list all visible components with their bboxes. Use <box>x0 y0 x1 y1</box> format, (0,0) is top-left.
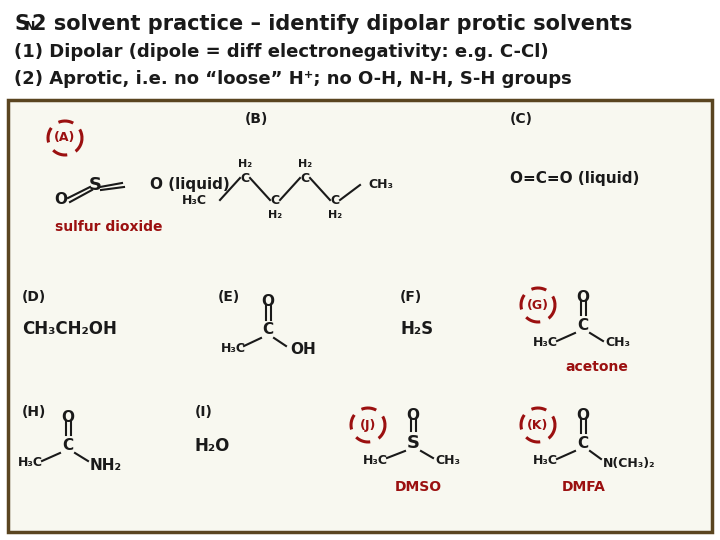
Text: S: S <box>407 434 420 452</box>
Text: H₂: H₂ <box>298 159 312 169</box>
Text: sulfur dioxide: sulfur dioxide <box>55 220 163 234</box>
Text: (B): (B) <box>245 112 269 126</box>
Text: NH₂: NH₂ <box>90 457 122 472</box>
Text: C: C <box>330 193 340 206</box>
Text: O=C=O (liquid): O=C=O (liquid) <box>510 171 639 186</box>
Text: (C): (C) <box>510 112 533 126</box>
Text: (G): (G) <box>527 299 549 312</box>
Text: H₂: H₂ <box>268 210 282 220</box>
Text: CH₃: CH₃ <box>368 179 393 192</box>
Text: DMFA: DMFA <box>562 480 606 494</box>
Text: H₂: H₂ <box>328 210 342 220</box>
Text: O: O <box>55 192 68 207</box>
Text: H₃C: H₃C <box>362 455 387 468</box>
Text: (E): (E) <box>218 290 240 304</box>
Text: acetone: acetone <box>565 360 628 374</box>
Text: H₃C: H₃C <box>182 193 207 206</box>
Text: C: C <box>300 172 310 185</box>
Text: (K): (K) <box>527 418 549 431</box>
Text: C: C <box>577 435 588 450</box>
Text: CH₃: CH₃ <box>435 455 460 468</box>
Text: (F): (F) <box>400 290 422 304</box>
Text: OH: OH <box>290 342 316 357</box>
Text: O (liquid): O (liquid) <box>150 178 230 192</box>
Text: C: C <box>271 193 279 206</box>
Text: O: O <box>61 409 74 424</box>
Text: (1) Dipolar (dipole = diff electronegativity: e.g. C-Cl): (1) Dipolar (dipole = diff electronegati… <box>14 43 549 61</box>
Text: (A): (A) <box>54 132 76 145</box>
Text: N: N <box>25 20 35 33</box>
Text: H₃C: H₃C <box>220 341 246 354</box>
Text: S: S <box>14 14 29 34</box>
Text: (J): (J) <box>360 418 376 431</box>
Text: H₃C: H₃C <box>533 455 557 468</box>
Text: H₃C: H₃C <box>533 336 557 349</box>
Text: C: C <box>262 322 274 338</box>
Text: CH₃: CH₃ <box>605 336 630 349</box>
Text: N(CH₃)₂: N(CH₃)₂ <box>603 456 655 469</box>
Text: DMSO: DMSO <box>395 480 442 494</box>
Text: H₂S: H₂S <box>400 320 433 338</box>
Text: (H): (H) <box>22 405 46 419</box>
Text: H₂O: H₂O <box>195 437 230 455</box>
Text: CH₃CH₂OH: CH₃CH₂OH <box>22 320 117 338</box>
Text: (2) Aprotic, i.e. no “loose” H⁺; no O-H, N-H, S-H groups: (2) Aprotic, i.e. no “loose” H⁺; no O-H,… <box>14 70 572 88</box>
Text: C: C <box>240 172 250 185</box>
Text: S: S <box>89 176 102 194</box>
Text: O: O <box>407 408 420 422</box>
Text: C: C <box>63 437 73 453</box>
Text: C: C <box>577 318 588 333</box>
FancyBboxPatch shape <box>8 100 712 532</box>
Text: 2 solvent practice – identify dipolar protic solvents: 2 solvent practice – identify dipolar pr… <box>32 14 632 34</box>
Text: O: O <box>577 289 590 305</box>
Text: H₂: H₂ <box>238 159 252 169</box>
Text: O: O <box>577 408 590 422</box>
Text: (D): (D) <box>22 290 46 304</box>
Text: (I): (I) <box>195 405 213 419</box>
Text: H₃C: H₃C <box>17 456 42 469</box>
Text: O: O <box>261 294 274 309</box>
